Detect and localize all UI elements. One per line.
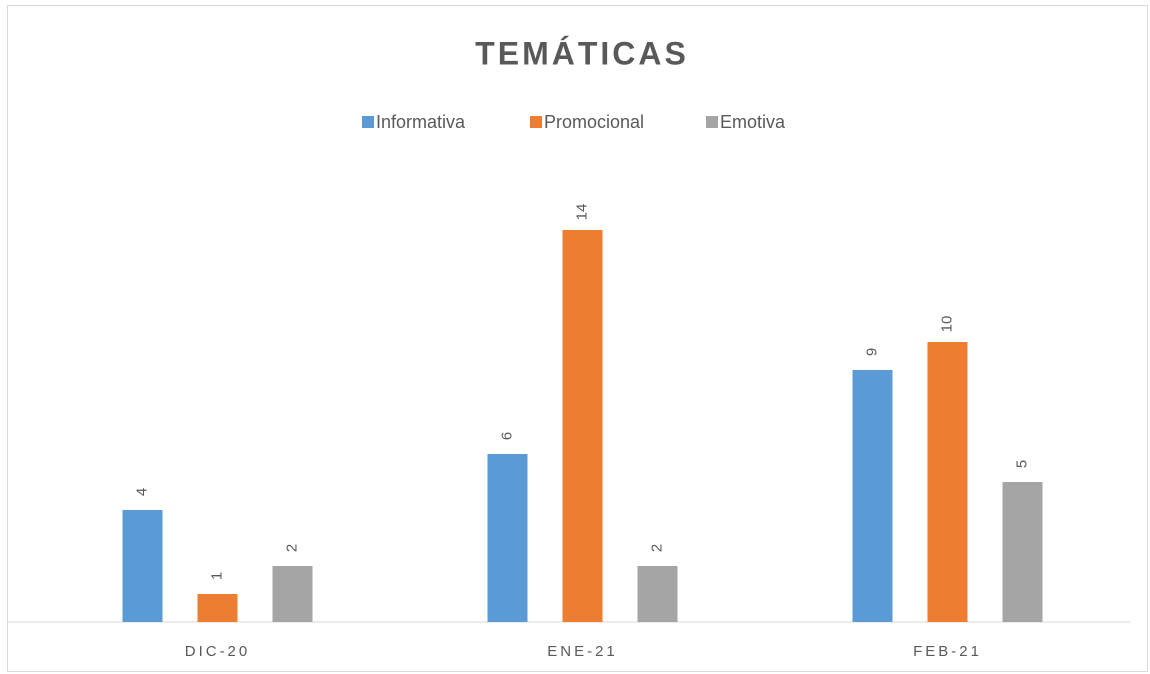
legend-label: Emotiva — [720, 112, 786, 132]
bar — [197, 594, 238, 622]
legend-swatch — [362, 116, 374, 128]
legend-label: Promocional — [544, 112, 644, 132]
legend-label: Informativa — [376, 112, 466, 132]
bar — [272, 566, 313, 622]
bar — [637, 566, 678, 622]
x-tick-label: ENE-21 — [547, 643, 618, 660]
data-label: 1 — [208, 572, 225, 580]
data-label: 2 — [283, 544, 300, 552]
bar — [927, 342, 968, 622]
x-tick-label: FEB-21 — [913, 643, 982, 660]
chart-title: TEMÁTICAS — [475, 35, 689, 71]
bar — [1002, 482, 1043, 622]
data-label: 2 — [648, 544, 665, 552]
legend-swatch — [706, 116, 718, 128]
data-label: 9 — [863, 348, 880, 356]
bar — [852, 370, 893, 622]
data-label: 5 — [1013, 460, 1030, 468]
data-label: 14 — [573, 204, 590, 221]
x-tick-label: DIC-20 — [185, 643, 251, 660]
legend-swatch — [530, 116, 542, 128]
data-label: 4 — [133, 488, 150, 496]
bar — [122, 510, 163, 622]
data-label: 6 — [498, 432, 515, 440]
data-label: 10 — [938, 316, 955, 333]
bar — [562, 230, 603, 622]
bar — [487, 454, 528, 622]
